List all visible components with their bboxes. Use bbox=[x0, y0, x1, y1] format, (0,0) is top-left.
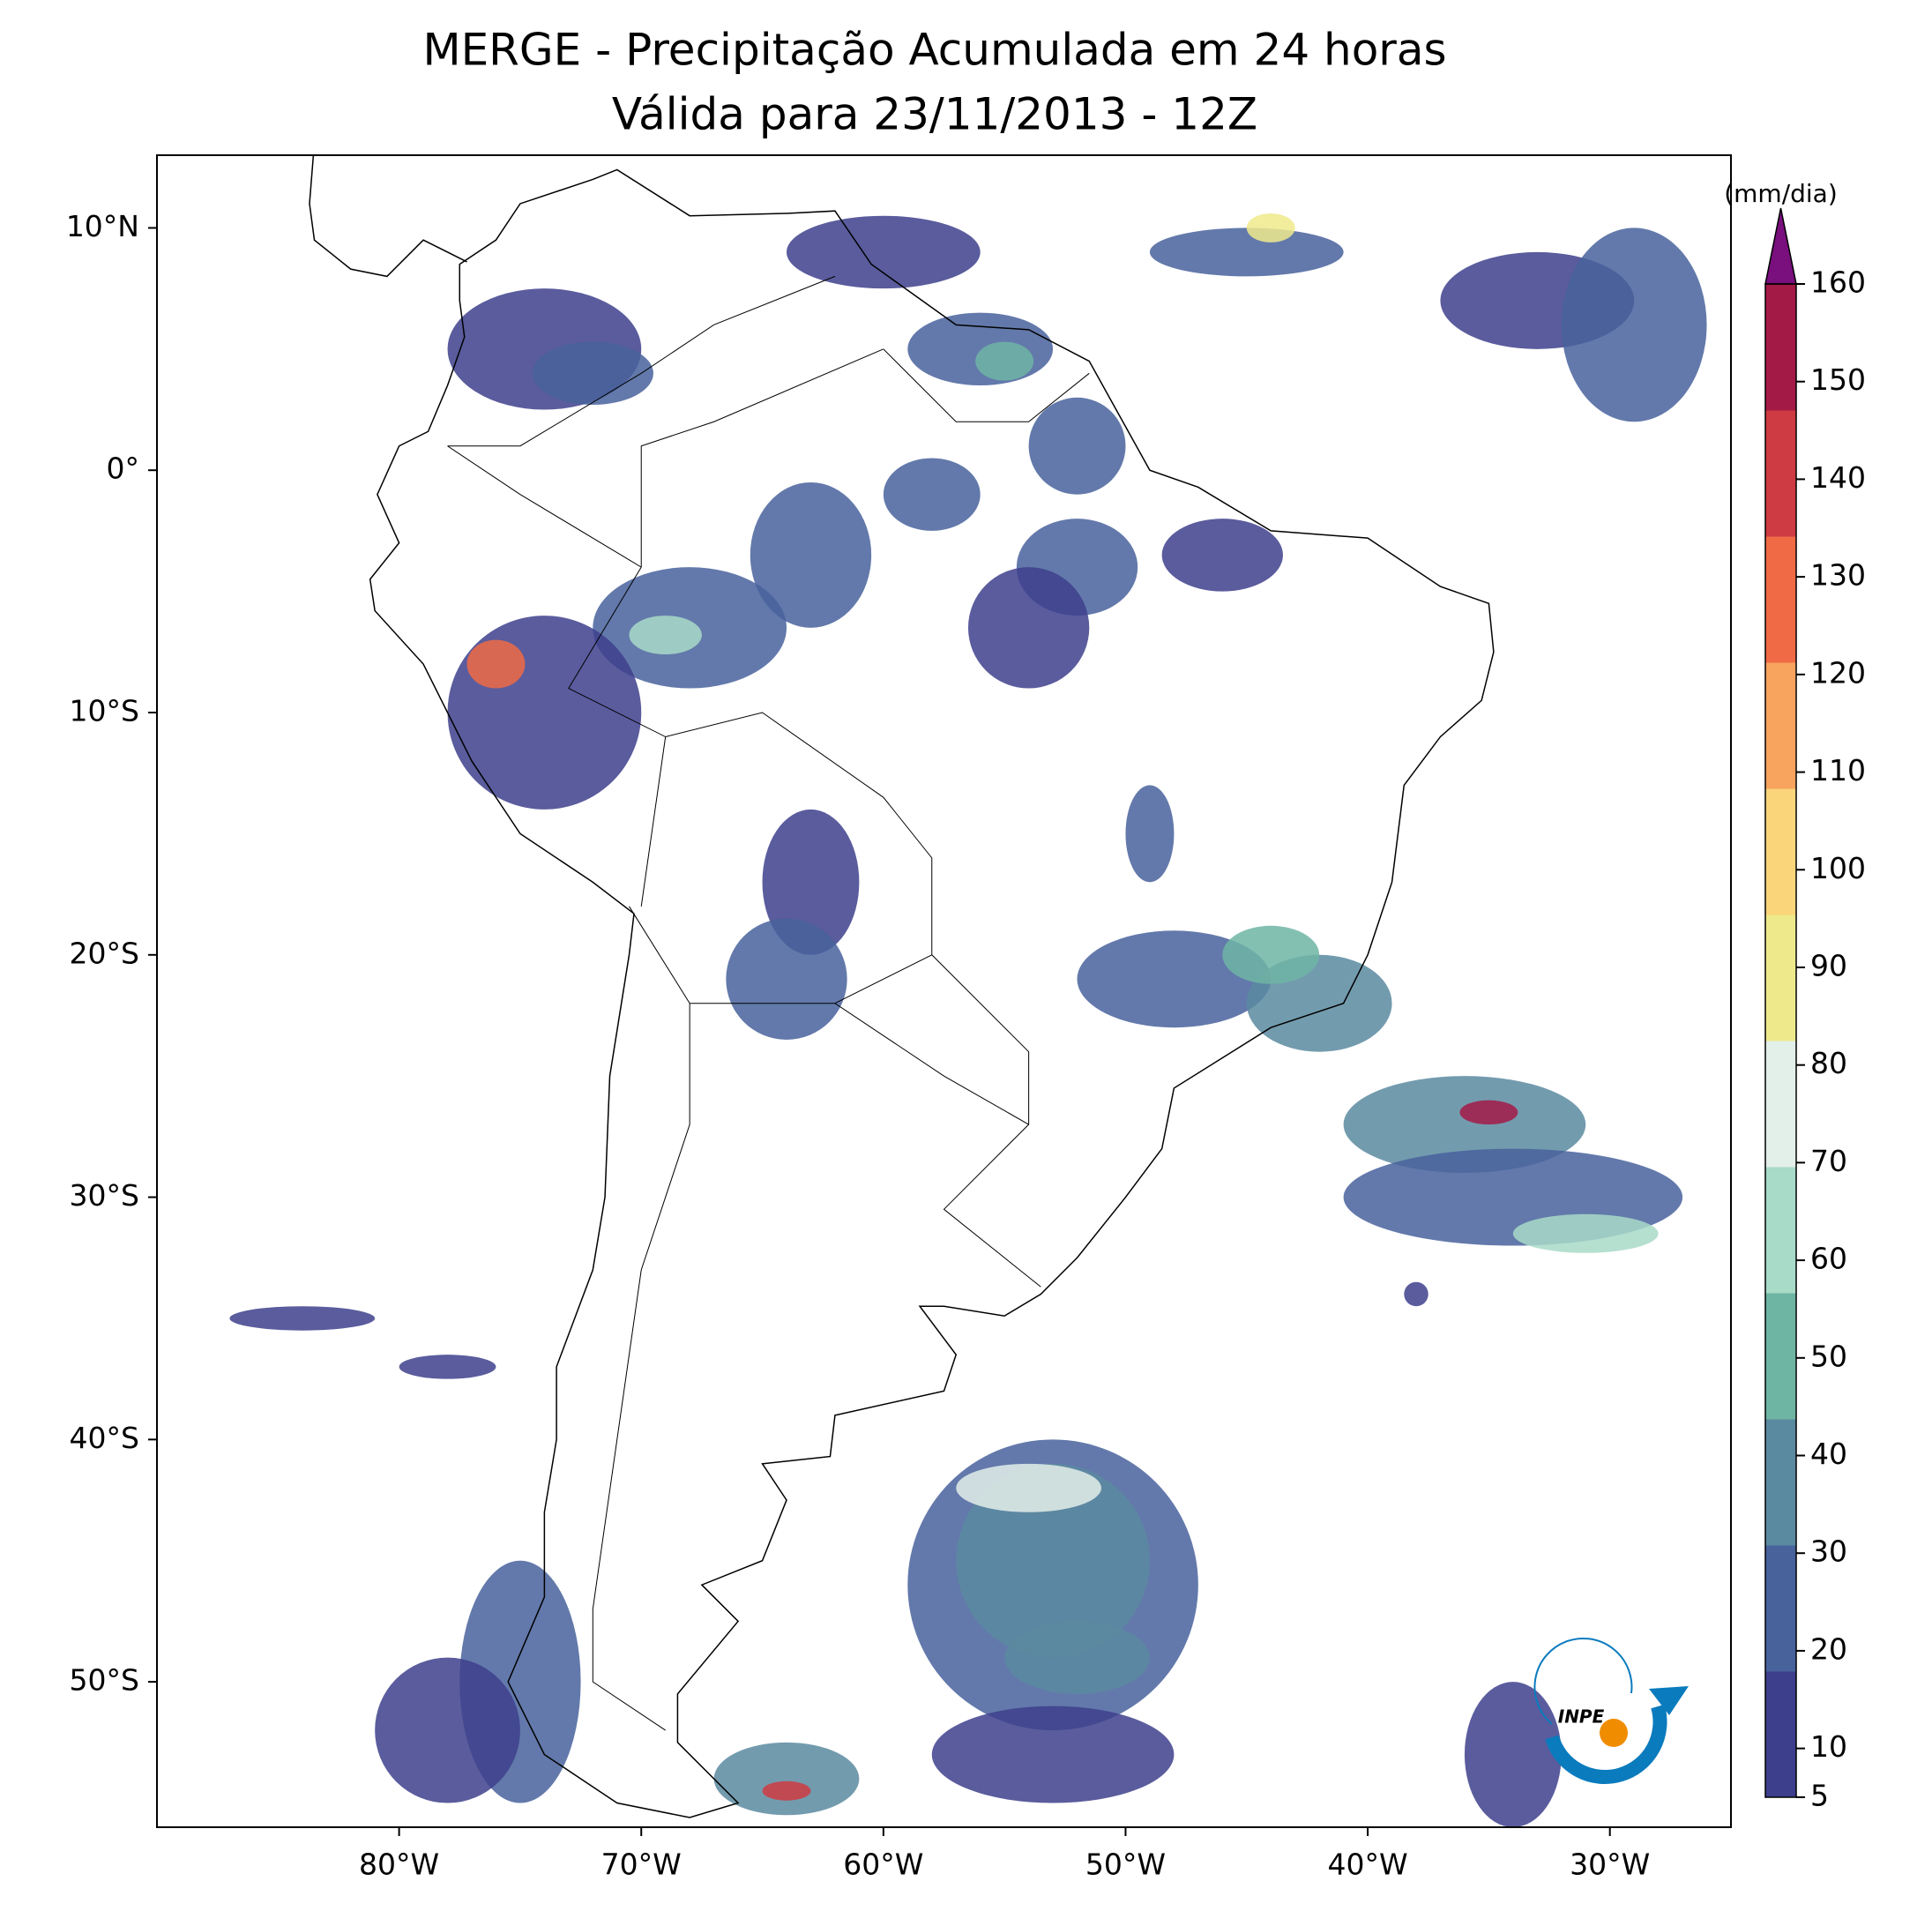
plot-frame bbox=[156, 154, 1732, 1828]
precip-area bbox=[726, 918, 847, 1040]
coastline bbox=[309, 155, 467, 278]
border bbox=[665, 712, 1041, 1288]
colorbar-segment bbox=[1765, 1041, 1796, 1168]
precip-area bbox=[1222, 925, 1320, 984]
x-tick-label: 70°W bbox=[601, 1848, 682, 1882]
colorbar-segment bbox=[1765, 536, 1796, 663]
precip-area bbox=[1246, 213, 1295, 243]
precip-area bbox=[883, 458, 981, 531]
precip-area bbox=[1004, 1621, 1150, 1694]
precip-area bbox=[466, 639, 526, 689]
colorbar-tick-label: 20 bbox=[1810, 1631, 1847, 1666]
colorbar-tick-label: 60 bbox=[1810, 1242, 1847, 1276]
precip-area bbox=[629, 616, 702, 655]
x-tick-label: 80°W bbox=[359, 1848, 439, 1882]
precip-area bbox=[787, 215, 981, 289]
colorbar-segment bbox=[1765, 1293, 1796, 1420]
logo: INPE bbox=[1533, 1637, 1689, 1784]
border bbox=[690, 1003, 1029, 1125]
colorbar-segment bbox=[1765, 662, 1796, 789]
y-tick-label: 30°S bbox=[70, 1178, 139, 1213]
colorbar-tick-label: 10 bbox=[1810, 1729, 1847, 1764]
x-tick-label: 40°W bbox=[1328, 1848, 1408, 1882]
precip-area bbox=[1149, 228, 1344, 277]
precip-area bbox=[1028, 397, 1126, 495]
precip-area bbox=[532, 341, 653, 406]
chart-subtitle: Válida para 23/11/2013 - 12Z bbox=[612, 89, 1257, 140]
precip-area bbox=[713, 1742, 860, 1816]
precip-area bbox=[931, 1706, 1175, 1803]
precip-area bbox=[762, 1780, 811, 1801]
x-tick-label: 30°W bbox=[1570, 1848, 1650, 1882]
logo-dot bbox=[1600, 1719, 1628, 1747]
border bbox=[883, 348, 1090, 422]
logo-arrow bbox=[1649, 1686, 1689, 1715]
colorbar-tick-label: 50 bbox=[1810, 1339, 1847, 1373]
precip-area bbox=[399, 1355, 496, 1379]
coastline bbox=[369, 168, 1495, 1818]
precip-area bbox=[967, 567, 1090, 689]
border bbox=[447, 275, 836, 447]
precip-area bbox=[1464, 1682, 1562, 1827]
border bbox=[592, 906, 690, 1731]
y-tick-label: 0° bbox=[107, 452, 140, 486]
colorbar-tick-label: 120 bbox=[1810, 655, 1866, 690]
x-tick-label: 50°W bbox=[1085, 1848, 1166, 1882]
precip-area bbox=[750, 481, 872, 628]
colorbar-tick-label: 160 bbox=[1810, 265, 1866, 300]
colorbar-segment bbox=[1765, 1167, 1796, 1294]
y-tick-label: 10°N bbox=[66, 209, 139, 243]
x-tick-label: 60°W bbox=[843, 1848, 923, 1882]
precip-area bbox=[907, 312, 1054, 386]
colorbar-tick-label: 70 bbox=[1810, 1144, 1847, 1178]
colorbar-tick-label: 140 bbox=[1810, 460, 1866, 495]
precip-area bbox=[1459, 1100, 1518, 1125]
precip-area bbox=[956, 1463, 1150, 1658]
y-tick-label: 20°S bbox=[70, 936, 139, 970]
colorbar-tick-label: 30 bbox=[1810, 1534, 1847, 1569]
precip-area bbox=[1561, 228, 1707, 422]
y-tick-label: 50°S bbox=[70, 1663, 139, 1698]
precip-area bbox=[375, 1657, 520, 1803]
y-tick-label: 40°S bbox=[70, 1421, 139, 1455]
chart-title: MERGE - Precipitação Acumulada em 24 hor… bbox=[422, 25, 1446, 76]
colorbar-tick-label: 90 bbox=[1810, 948, 1847, 982]
colorbar-tick-label: 100 bbox=[1810, 851, 1866, 885]
precip-area bbox=[447, 616, 642, 810]
colorbar-segment bbox=[1765, 410, 1796, 537]
colorbar-segment bbox=[1765, 788, 1796, 915]
border bbox=[447, 445, 642, 568]
colorbar-segment bbox=[1765, 914, 1796, 1041]
colorbar-segment bbox=[1765, 1545, 1796, 1672]
colorbar-segment bbox=[1765, 1419, 1796, 1546]
colorbar-label: (mm/dia) bbox=[1724, 179, 1838, 208]
colorbar-tick-label: 40 bbox=[1810, 1437, 1847, 1471]
colorbar-tick-label: 130 bbox=[1810, 558, 1866, 593]
logo-orbit bbox=[1533, 1637, 1633, 1725]
colorbar-segment bbox=[1765, 284, 1796, 411]
precip-area bbox=[1161, 519, 1283, 592]
colorbar-frame bbox=[1764, 283, 1797, 1798]
precip-area bbox=[1343, 1076, 1586, 1174]
colorbar-tick-label: 80 bbox=[1810, 1046, 1847, 1080]
precip-area bbox=[956, 1463, 1101, 1512]
colorbar-segment bbox=[1765, 1671, 1796, 1798]
precip-area bbox=[975, 341, 1034, 381]
precip-area bbox=[1404, 1281, 1428, 1307]
colorbar-extend bbox=[1764, 207, 1797, 285]
colorbar-tick-label: 110 bbox=[1810, 753, 1866, 788]
y-tick-label: 10°S bbox=[70, 694, 139, 728]
logo-text: INPE bbox=[1558, 1706, 1605, 1728]
precip-area bbox=[1512, 1213, 1659, 1253]
map-area bbox=[229, 155, 1707, 1827]
border bbox=[834, 954, 932, 1004]
colorbar-tick-label: 150 bbox=[1810, 362, 1866, 397]
colorbar-tick-label: 5 bbox=[1810, 1779, 1829, 1813]
precip-area bbox=[229, 1306, 376, 1331]
logo-arc bbox=[1545, 1704, 1667, 1784]
precip-area bbox=[1077, 930, 1272, 1028]
precip-area bbox=[1125, 785, 1175, 883]
